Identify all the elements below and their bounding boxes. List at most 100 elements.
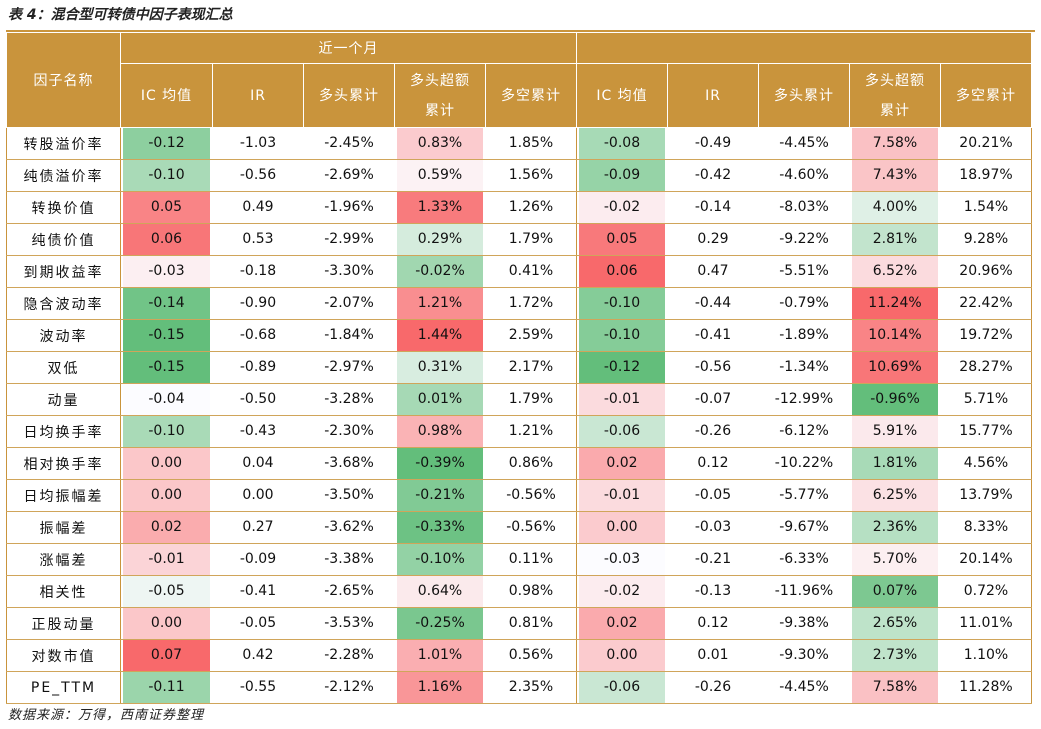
value-cell: -0.56% <box>485 511 577 544</box>
value-text: -1.89% <box>779 327 829 343</box>
factor-name-header-label: 因子名称 <box>33 73 94 89</box>
value-cell: -3.68% <box>303 447 395 480</box>
value-text: -0.44 <box>694 295 732 311</box>
value-cell: -2.45% <box>303 127 395 160</box>
value-cell: -3.30% <box>303 255 395 288</box>
value-cell: 1.10% <box>940 639 1032 672</box>
value-text: -0.02% <box>397 256 483 287</box>
table-row: 对数市值 0.07 0.42 -2.28% 1.01% 0.56% 0.00 0.01 -9.3… <box>6 639 1032 672</box>
factor-name-cell: 对数市值 <box>6 639 121 672</box>
table-row: PE_TTM -0.11 -0.55 -2.12% 1.16% 2.35% -0.06 -0.… <box>6 671 1032 704</box>
factor-name-header: 因子名称 <box>6 32 121 128</box>
value-cell: -0.39% <box>394 447 486 480</box>
column-header: IR <box>667 63 759 128</box>
value-cell: 5.91% <box>849 415 941 448</box>
value-text: -0.26 <box>694 423 732 439</box>
value-text: 28.27% <box>959 359 1013 375</box>
value-text: -2.65% <box>324 583 374 599</box>
value-cell: -2.30% <box>303 415 395 448</box>
value-text: -0.90 <box>239 295 277 311</box>
value-cell: 13.79% <box>940 479 1032 512</box>
value-text: -0.18 <box>239 263 277 279</box>
value-cell: 19.72% <box>940 319 1032 352</box>
value-text: -11.96% <box>774 583 834 599</box>
value-cell: 0.00 <box>576 511 668 544</box>
value-cell: 1.44% <box>394 319 486 352</box>
value-cell: 0.29% <box>394 223 486 256</box>
value-cell: 0.00 <box>576 639 668 672</box>
value-cell: -4.60% <box>758 159 850 192</box>
value-cell: 10.69% <box>849 351 941 384</box>
value-text: 0.59% <box>397 160 483 191</box>
value-cell: -0.56 <box>667 351 759 384</box>
value-text: -3.28% <box>324 391 374 407</box>
value-cell: -0.18 <box>212 255 304 288</box>
value-text: -2.97% <box>324 359 374 375</box>
value-text: -0.96% <box>852 384 938 415</box>
value-text: -0.02 <box>579 192 665 223</box>
factor-name-cell: 纯债价值 <box>6 223 121 256</box>
value-cell: -0.08 <box>576 127 668 160</box>
value-cell: -0.43 <box>212 415 304 448</box>
column-header: 多头超额 累计 <box>849 63 941 128</box>
value-cell: 0.00 <box>120 479 213 512</box>
value-cell: -1.89% <box>758 319 850 352</box>
value-cell: 6.25% <box>849 479 941 512</box>
value-cell: 0.06 <box>120 223 213 256</box>
column-header-line1: IR <box>250 87 266 104</box>
value-text: -0.56% <box>506 487 556 503</box>
value-text: -9.22% <box>779 231 829 247</box>
value-text: 1.10% <box>963 647 1009 663</box>
value-cell: 0.11% <box>485 543 577 576</box>
value-text: -0.56 <box>239 167 277 183</box>
value-cell: -1.34% <box>758 351 850 384</box>
value-cell: -3.50% <box>303 479 395 512</box>
value-cell: -2.69% <box>303 159 395 192</box>
value-text: 0.07 <box>123 640 210 671</box>
value-text: -10.22% <box>774 455 834 471</box>
value-text: 7.58% <box>852 672 938 703</box>
value-text: 0.81% <box>508 615 554 631</box>
value-text: 0.00 <box>579 512 665 543</box>
value-cell: -0.02 <box>576 575 668 608</box>
value-text: 10.14% <box>852 320 938 351</box>
value-text: 2.59% <box>508 327 554 343</box>
value-text: 0.42 <box>242 647 274 663</box>
table-row: 纯债溢价率 -0.10 -0.56 -2.69% 0.59% 1.56% -0.09 -0.4… <box>6 159 1032 192</box>
value-cell: -2.65% <box>303 575 395 608</box>
value-text: -0.12 <box>123 128 210 159</box>
value-text: -0.01 <box>123 544 210 575</box>
factor-name-cell: 双低 <box>6 351 121 384</box>
value-cell: -2.99% <box>303 223 395 256</box>
value-cell: 0.02 <box>576 607 668 640</box>
value-cell: -3.38% <box>303 543 395 576</box>
factor-name-cell: 纯债溢价率 <box>6 159 121 192</box>
value-cell: 7.58% <box>849 671 941 704</box>
value-text: -4.60% <box>779 167 829 183</box>
value-text: 6.52% <box>852 256 938 287</box>
value-text: -0.68 <box>239 327 277 343</box>
value-text: -1.03 <box>239 135 277 151</box>
value-cell: -9.30% <box>758 639 850 672</box>
value-cell: 4.00% <box>849 191 941 224</box>
factor-name-cell: PE_TTM <box>6 671 121 704</box>
value-cell: 0.64% <box>394 575 486 608</box>
value-cell: -3.53% <box>303 607 395 640</box>
top-rule <box>6 30 1035 32</box>
value-cell: -1.96% <box>303 191 395 224</box>
value-text: 2.81% <box>852 224 938 255</box>
value-text: 0.06 <box>579 256 665 287</box>
value-text: -6.12% <box>779 423 829 439</box>
value-cell: -0.03 <box>667 511 759 544</box>
value-cell: -6.12% <box>758 415 850 448</box>
value-cell: -0.26 <box>667 415 759 448</box>
header-row-columns: IC 均值 IR 多头累计 多头超额 累计 多空累计 IC 均值 IR 多头累计 多头超额 累计 多空… <box>7 63 1032 128</box>
value-cell: -0.10 <box>576 287 668 320</box>
value-text: -0.42 <box>694 167 732 183</box>
column-header: 多头累计 <box>303 63 395 128</box>
value-text: 0.02 <box>579 608 665 639</box>
value-text: -0.39% <box>397 448 483 479</box>
value-cell: 20.14% <box>940 543 1032 576</box>
column-header-line1: 多空累计 <box>956 87 1016 104</box>
value-text: -0.21% <box>397 480 483 511</box>
